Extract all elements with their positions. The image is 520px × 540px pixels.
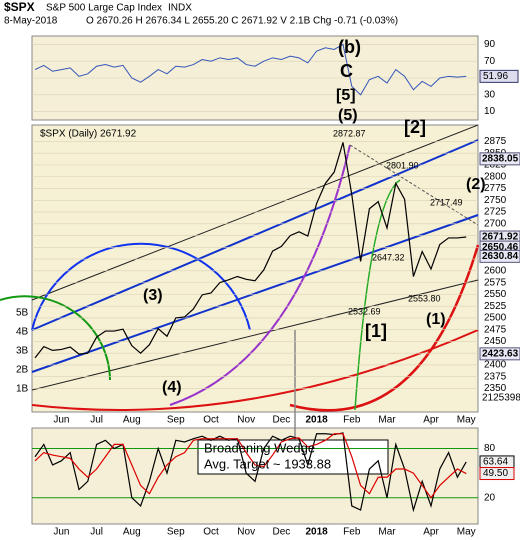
y-tick-label: 2550 — [484, 289, 507, 300]
y-tick-label: 2700 — [484, 218, 507, 229]
wave-label: C — [340, 61, 353, 81]
annotation: [1] — [365, 321, 387, 341]
x-tick-label: Oct — [203, 527, 219, 538]
y-tick-label: 2775 — [484, 183, 507, 194]
legend: $SPX (Daily) 2671.92 — [40, 129, 137, 140]
trend-lines — [0, 124, 480, 412]
x-tick-label: May — [457, 527, 476, 538]
y-tick-label: 2575 — [484, 277, 507, 288]
wave-label: [5] — [336, 87, 356, 104]
annotation: (1) — [426, 311, 446, 328]
volume-axis-label: 5B — [16, 308, 29, 319]
price-line — [34, 142, 467, 359]
y-tick-label: 2450 — [484, 336, 507, 347]
oscillator-line — [34, 433, 467, 499]
price-label: 2671.92 — [482, 232, 519, 243]
volume-axis-label: 4B — [16, 327, 29, 338]
price-label: 2630.84 — [482, 251, 519, 262]
x-tick-label: Feb — [343, 527, 361, 538]
end-label: 51.96 — [483, 71, 508, 82]
symbol: $SPX — [4, 0, 35, 14]
x-tick-label: Jun — [53, 415, 69, 426]
y-tick-label: 20 — [484, 492, 496, 503]
x-tick-label: Nov — [237, 415, 255, 426]
y-tick-label: 2400 — [484, 360, 507, 371]
end-label-box — [479, 467, 515, 481]
end-label: 63.64 — [483, 457, 508, 468]
note-text: Avg. Target ~ 1933.88 — [204, 456, 331, 471]
end-label: 49.50 — [483, 468, 508, 479]
x-tick-label: Sep — [167, 415, 185, 426]
price-panel — [31, 124, 479, 413]
wave-label: (b) — [338, 37, 361, 57]
y-tick-label: 90 — [484, 39, 496, 50]
y-tick-label: 70 — [484, 56, 496, 67]
annotation: 2801.90 — [386, 160, 419, 170]
x-tick-label: Jul — [90, 415, 103, 426]
annotation: 2553.80 — [408, 293, 441, 303]
annotation: [2] — [404, 117, 426, 137]
annotation: 2717.49 — [430, 197, 463, 207]
annotation: (5) — [338, 107, 358, 124]
rsi-line — [34, 43, 467, 96]
oscillator-line — [34, 432, 467, 513]
price-label: 2650.46 — [482, 242, 519, 253]
x-tick-label: Dec — [273, 415, 291, 426]
index-name: S&P 500 Large Cap Index — [46, 3, 162, 14]
volume-axis-label: 1B — [16, 384, 29, 395]
x-tick-label: Oct — [203, 415, 219, 426]
annotation: (3) — [143, 287, 163, 304]
y-tick-label: 80 — [484, 443, 496, 454]
price-label-box — [479, 249, 520, 263]
x-tick-label: Mar — [378, 527, 396, 538]
annotation: (4) — [162, 379, 182, 396]
y-tick-label: 2350 — [484, 383, 507, 394]
x-tick-label: May — [457, 415, 476, 426]
annotation: (2) — [466, 176, 486, 193]
y-tick-label: 2375 — [484, 371, 507, 382]
x-tick-label: Jul — [90, 527, 103, 538]
y-tick-label: 2875 — [484, 136, 507, 147]
x-tick-label: Mar — [378, 415, 396, 426]
x-tick-label: 2018 — [305, 415, 328, 426]
y-tick-label: 2750 — [484, 195, 507, 206]
y-tick-label: 2600 — [484, 265, 507, 276]
annotation: 2872.87 — [333, 128, 366, 138]
x-tick-label: Aug — [123, 415, 141, 426]
volume-axis-label: 3B — [16, 346, 29, 357]
x-tick-label: Jun — [53, 527, 69, 538]
y-tick-label: 2800 — [484, 171, 507, 182]
x-tick-label: Apr — [423, 415, 439, 426]
volume-label: 2125398 — [482, 393, 520, 404]
x-tick-label: Sep — [167, 527, 185, 538]
exchange: INDX — [168, 3, 192, 14]
y-tick-label: 2500 — [484, 313, 507, 324]
x-tick-label: Nov — [237, 527, 255, 538]
x-tick-label: Dec — [273, 527, 291, 538]
y-tick-label: 2525 — [484, 301, 507, 312]
quote: O 2670.26 H 2676.34 L 2655.20 C 2671.92 … — [86, 16, 398, 27]
price-label-box — [479, 152, 520, 166]
y-tick-label: 10 — [484, 106, 496, 117]
x-tick-label: Aug — [123, 527, 141, 538]
end-label-box — [479, 69, 519, 83]
price-label: 2838.05 — [482, 153, 519, 164]
x-tick-label: 2018 — [305, 527, 328, 538]
annotation: 2532.69 — [348, 306, 381, 316]
y-tick-label: 30 — [484, 89, 496, 100]
y-tick-label: 2725 — [484, 207, 507, 218]
note-text: Broadening Wedge — [204, 440, 315, 455]
y-tick-label: 2475 — [484, 324, 507, 335]
x-tick-label: Apr — [423, 527, 439, 538]
price-label: 2423.63 — [482, 348, 519, 359]
annotation: 2647.32 — [372, 252, 405, 262]
volume-axis-label: 2B — [16, 365, 29, 376]
x-tick-label: Feb — [343, 415, 361, 426]
price-label-box — [479, 347, 520, 361]
note — [197, 330, 389, 475]
date: 8-May-2018 — [4, 16, 58, 27]
